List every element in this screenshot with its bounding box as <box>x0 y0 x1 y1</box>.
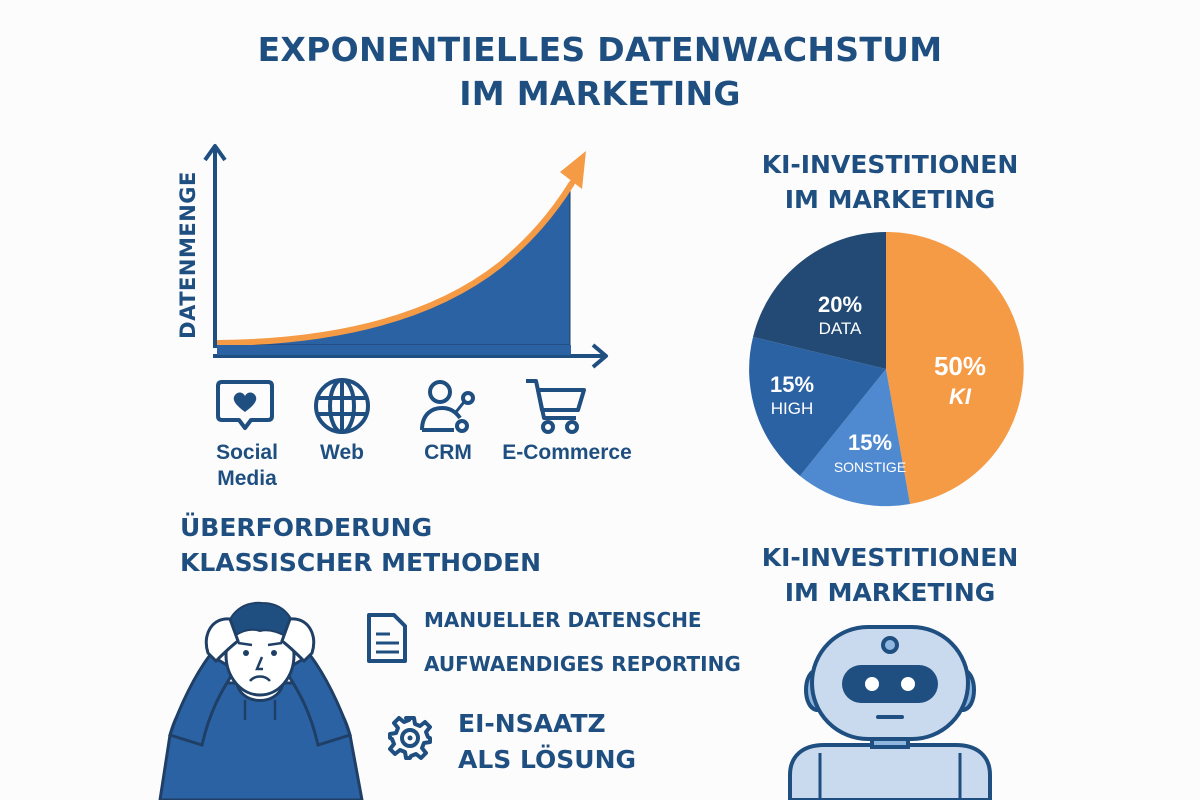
page-title-line-1: EXPONENTIELLES DATENWACHSTUM <box>257 30 943 69</box>
investment-section-title: KI-INVESTITIONEN IM MARKETING <box>761 150 1019 214</box>
globe-icon <box>314 378 370 434</box>
pie-label-ki: 50% KI <box>933 351 987 409</box>
x-axis-arrow <box>591 343 608 369</box>
solution-text: EI-NSAATZ ALS LÖSUNG <box>458 709 637 774</box>
page-title-line-2: IM MARKETING <box>459 74 741 113</box>
source-label-e-commerce: E-Commerce <box>502 441 632 464</box>
pie-slice-high <box>749 337 886 476</box>
ai-section-title: KI-INVESTITIONEN IM MARKETING <box>761 543 1019 607</box>
pie-slice-sonstige <box>800 369 910 507</box>
pie-slice-data <box>753 232 886 369</box>
page-title: EXPONENTIELLES DATENWACHSTUM IM MARKETIN… <box>0 28 1200 116</box>
robot-illustration <box>788 625 992 800</box>
pie-label-data: 20% DATA <box>817 292 863 338</box>
problem-item-reporting: AUFWAENDIGES REPORTING <box>424 652 741 676</box>
crm-user-network-icon <box>420 380 475 433</box>
social-media-heart-bubble-icon <box>216 380 274 430</box>
growth-trend-line <box>215 180 575 346</box>
y-axis-arrow <box>203 144 227 162</box>
problem-section-title: ÜBERFORDERUNG KLASSISCHER METHODEN <box>180 513 542 577</box>
problem-item-manual-data: MANUELLER DATENSCHE <box>424 608 702 632</box>
pie-label-sonstige: 15% SONSTIGE <box>833 430 907 475</box>
source-label-web: Web <box>320 441 364 464</box>
pie-slice-ki <box>886 231 1024 504</box>
shopping-cart-icon <box>526 379 586 434</box>
source-label-crm: CRM <box>424 441 472 464</box>
stressed-person-illustration <box>158 601 364 800</box>
source-label-social-media: Social Media <box>216 441 278 490</box>
gear-icon <box>388 716 432 760</box>
growth-trend-arrowhead <box>560 151 586 189</box>
pie-label-high: 15% HIGH <box>769 372 815 418</box>
document-icon <box>367 613 407 663</box>
